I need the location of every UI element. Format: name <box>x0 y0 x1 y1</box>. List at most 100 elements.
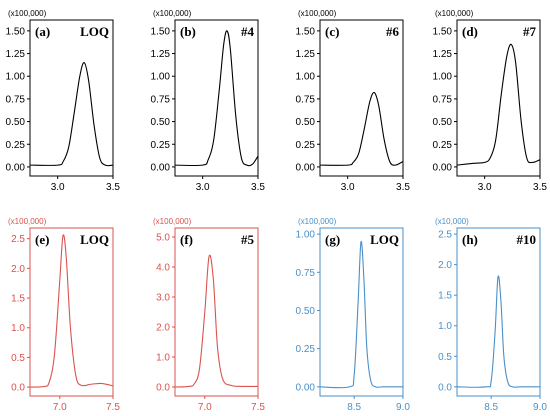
panel-a: 0.00 0.25 0.50 0.75 1.00 1.25 1.50 3.0 3.5 (x100,… <box>6 9 121 193</box>
y-tick-label: 2.0 <box>156 323 170 334</box>
y-tick-label: 0.0 <box>438 382 452 393</box>
y-tick-label: 1.0 <box>438 321 452 332</box>
panel-tag: #7 <box>523 24 537 39</box>
chromatogram-trace <box>29 234 114 388</box>
y-multiplier-label: (x10,000) <box>435 217 469 226</box>
panel-b: 0.00 0.25 0.50 0.75 1.00 1.25 1.50 3.0 3.5 (x100,… <box>151 9 266 193</box>
y-tick-label: 0.25 <box>151 140 171 151</box>
panel-letter: (a) <box>35 24 50 39</box>
x-tick-label: 8.5 <box>484 402 498 413</box>
y-tick-label: 3.0 <box>156 293 170 304</box>
y-tick-label: 0.50 <box>151 117 171 128</box>
x-tick-label: 3.0 <box>51 182 65 193</box>
x-tick-label: 9.0 <box>533 402 547 413</box>
y-tick-label: 0.50 <box>433 117 453 128</box>
panel-d: 0.00 0.25 0.50 0.75 1.00 1.25 1.50 3.0 3.5 (x100,… <box>433 9 548 193</box>
y-tick-label: 1.00 <box>296 230 316 241</box>
y-tick-label: 1.0 <box>11 323 25 334</box>
panel-letter: (d) <box>462 24 478 39</box>
y-tick-label: 4.0 <box>156 263 170 274</box>
panel-tag: #10 <box>517 232 537 247</box>
x-tick-label: 8.5 <box>347 402 361 413</box>
y-tick-label: 1.00 <box>433 72 453 83</box>
y-multiplier-label: (x100,000) <box>435 9 474 18</box>
y-tick-label: 0.00 <box>296 382 316 393</box>
y-multiplier-label: (x100,000) <box>153 9 192 18</box>
y-tick-label: 0.25 <box>433 140 453 151</box>
chromatogram-trace <box>456 43 541 166</box>
y-tick-label: 0.25 <box>296 140 316 151</box>
y-tick-label: 0.00 <box>296 162 316 173</box>
y-tick-label: 1.5 <box>11 294 25 305</box>
panel-g: 0.00 0.25 0.50 0.75 1.00 8.5 9.0 (x100,000) (g) L… <box>296 217 411 413</box>
y-tick-label: 0.00 <box>151 162 171 173</box>
panel-letter: (e) <box>35 232 49 247</box>
y-tick-label: 0.5 <box>438 352 452 363</box>
y-tick-label: 0.25 <box>6 140 26 151</box>
y-multiplier-label: (x100,000) <box>8 9 47 18</box>
y-tick-label: 5.0 <box>156 233 170 244</box>
panel-h: 0.0 0.5 1.0 1.5 2.0 2.5 8.5 9.0 (x10,000) (h) #10 <box>435 217 547 413</box>
panel-e: 0.0 0.5 1.0 1.5 2.0 2.5 7.0 7.5 (x100,000) (e) LOQ <box>8 217 120 413</box>
panel-tag: #4 <box>241 24 255 39</box>
y-tick-label: 1.00 <box>296 72 316 83</box>
panel-tag: #5 <box>241 232 255 247</box>
y-tick-label: 1.25 <box>296 49 316 60</box>
chromatogram-trace <box>456 275 540 388</box>
y-tick-label: 0.00 <box>433 162 453 173</box>
y-tick-label: 1.00 <box>151 72 171 83</box>
x-tick-label: 7.5 <box>106 402 120 413</box>
y-tick-label: 0.50 <box>296 306 316 317</box>
y-tick-label: 2.0 <box>11 264 25 275</box>
x-tick-label: 3.5 <box>251 182 265 193</box>
y-tick-label: 0.0 <box>156 383 170 394</box>
panel-tag: #6 <box>386 24 400 39</box>
chromatogram-trace <box>174 254 259 388</box>
x-tick-label: 3.5 <box>106 182 120 193</box>
y-tick-label: 0.75 <box>151 94 171 105</box>
y-tick-label: 0.75 <box>296 94 316 105</box>
y-multiplier-label: (x100,000) <box>8 217 47 226</box>
panel-c: 0.00 0.25 0.50 0.75 1.00 1.25 1.50 3.0 3.5 (x100,… <box>296 9 411 193</box>
plot-frame <box>319 227 404 397</box>
y-tick-label: 0.50 <box>296 117 316 128</box>
panel-letter: (g) <box>325 232 340 247</box>
chromatogram-trace <box>174 30 259 167</box>
y-tick-label: 2.0 <box>438 260 452 271</box>
y-multiplier-label: (x100,000) <box>153 217 192 226</box>
panel-f: 0.0 1.0 2.0 3.0 4.0 5.0 7.0 7.5 (x100,000) (f) #5 <box>153 217 265 413</box>
x-tick-label: 3.0 <box>341 182 355 193</box>
panel-tag: LOQ <box>80 24 109 39</box>
y-tick-label: 0.00 <box>6 162 26 173</box>
y-tick-label: 0.25 <box>296 344 316 355</box>
y-tick-label: 0.0 <box>11 383 25 394</box>
panel-letter: (c) <box>325 24 339 39</box>
panel-letter: (b) <box>180 24 196 39</box>
y-tick-label: 0.5 <box>11 353 25 364</box>
plot-frame <box>174 19 259 177</box>
plot-frame <box>319 19 404 177</box>
y-tick-label: 1.5 <box>438 291 452 302</box>
chromatogram-trace <box>29 62 114 167</box>
y-multiplier-label: (x100,000) <box>298 217 337 226</box>
x-tick-label: 3.0 <box>478 182 492 193</box>
y-multiplier-label: (x100,000) <box>298 9 337 18</box>
y-tick-label: 2.5 <box>11 234 25 245</box>
y-tick-label: 0.50 <box>6 117 26 128</box>
y-tick-label: 1.25 <box>6 49 26 60</box>
y-tick-label: 1.25 <box>151 49 171 60</box>
panel-tag: LOQ <box>80 232 109 247</box>
y-tick-label: 0.75 <box>296 268 316 279</box>
x-tick-label: 7.0 <box>198 402 212 413</box>
plot-frame <box>456 19 541 177</box>
panel-letter: (f) <box>180 232 193 247</box>
y-tick-label: 1.25 <box>433 49 453 60</box>
y-tick-label: 0.75 <box>6 94 26 105</box>
y-tick-label: 1.50 <box>296 26 316 37</box>
panel-tag: LOQ <box>370 232 399 247</box>
y-tick-label: 1.50 <box>6 26 26 37</box>
x-tick-label: 3.0 <box>196 182 210 193</box>
chromatogram-trace <box>319 241 403 389</box>
x-tick-label: 7.0 <box>53 402 67 413</box>
